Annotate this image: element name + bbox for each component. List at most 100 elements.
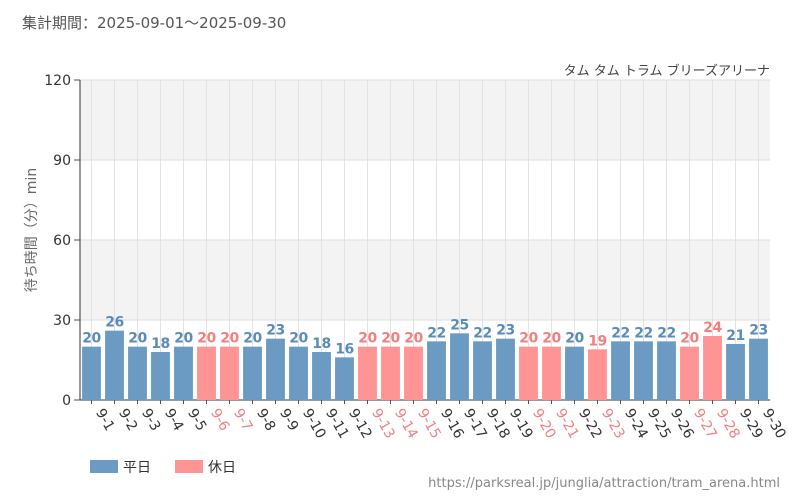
grid-band [80,80,770,160]
value-label: 20 [404,331,423,347]
value-label: 20 [220,331,239,347]
legend-label-weekday: 平日 [123,460,151,476]
value-label: 20 [381,331,400,347]
x-tick-label: 9-3 [138,406,163,434]
legend-swatch-holiday [175,460,203,473]
bar-9-11 [312,352,331,400]
x-tick-label: 9-10 [299,406,329,442]
x-tick-label: 9-21 [552,406,582,442]
x-tick-label: 9-14 [391,406,421,442]
value-label: 20 [128,331,147,347]
value-label: 22 [427,325,445,341]
footer-url: https://parksreal.jp/junglia/attraction/… [428,476,780,491]
bar-9-30 [749,338,768,400]
bar-9-4 [151,352,170,400]
bar-9-13 [358,346,377,400]
value-label: 21 [726,328,744,344]
bar-9-6 [197,346,216,400]
value-label: 23 [749,323,767,339]
x-tick-label: 9-22 [575,406,605,442]
value-label: 24 [703,320,722,336]
x-tick-label: 9-2 [115,406,140,434]
value-label: 18 [312,336,330,352]
value-label: 16 [335,341,353,357]
x-tick-label: 9-11 [322,406,352,442]
bar-9-23 [588,349,607,400]
bar-9-12 [335,357,354,400]
bar-9-15 [404,346,423,400]
value-label: 20 [82,331,101,347]
y-tick-label: 60 [53,233,71,249]
value-label: 22 [611,325,629,341]
x-tick-label: 9-9 [276,406,301,434]
value-label: 25 [450,317,468,333]
x-tick-label: 9-19 [506,406,536,442]
value-label: 20 [174,331,193,347]
value-label: 20 [243,331,262,347]
value-label: 18 [151,336,169,352]
bar-9-24 [611,341,630,400]
y-tick-label: 0 [62,393,71,409]
bar-9-16 [427,341,446,400]
value-label: 23 [496,323,514,339]
bar-9-19 [496,338,515,400]
y-tick-label: 90 [53,153,71,169]
bar-9-27 [680,346,699,400]
bar-9-5 [174,346,193,400]
x-tick-label: 9-25 [644,406,674,442]
value-label: 22 [657,325,675,341]
x-tick-label: 9-16 [437,406,467,442]
bar-9-8 [243,346,262,400]
bar-9-22 [565,346,584,400]
value-label: 20 [519,331,538,347]
chart-title: タム タム トラム ブリーズアリーナ [564,63,770,79]
x-tick-label: 9-26 [667,406,697,442]
x-tick-label: 9-12 [345,406,375,442]
value-label: 20 [542,331,561,347]
x-tick-label: 9-13 [368,406,398,442]
x-tick-label: 9-4 [161,406,186,434]
bar-9-2 [105,330,124,400]
bar-9-14 [381,346,400,400]
legend-swatch-weekday [90,460,118,473]
value-label: 19 [588,333,606,349]
value-label: 20 [565,331,584,347]
x-tick-label: 9-8 [253,406,278,434]
x-tick-label: 9-5 [184,406,209,434]
x-tick-label: 9-23 [598,406,628,442]
y-tick-label: 30 [53,313,71,329]
bar-9-20 [519,346,538,400]
x-tick-label: 9-20 [529,406,559,442]
bar-9-29 [726,344,745,400]
y-axis-label: 待ち時間（分）min [24,168,40,292]
bar-9-10 [289,346,308,400]
x-tick-label: 9-17 [460,406,490,442]
bar-9-7 [220,346,239,400]
bar-9-28 [703,336,722,400]
value-label: 20 [197,331,216,347]
bar-9-3 [128,346,147,400]
x-tick-label: 9-24 [621,406,651,442]
x-tick-label: 9-1 [92,406,117,434]
x-tick-label: 9-28 [713,406,743,442]
bar-9-21 [542,346,561,400]
value-label: 26 [105,315,123,331]
bar-9-18 [473,341,492,400]
x-tick-label: 9-30 [759,406,789,442]
value-label: 22 [634,325,652,341]
x-tick-label: 9-15 [414,406,444,442]
value-label: 23 [266,323,284,339]
value-label: 20 [680,331,699,347]
x-tick-label: 9-7 [230,406,255,434]
y-tick-label: 120 [44,73,71,89]
bar-9-26 [657,341,676,400]
period-label: 集計期間：2025-09-01～2025-09-30 [22,14,286,32]
grid-band [80,240,770,320]
x-tick-label: 9-18 [483,406,513,442]
value-label: 20 [289,331,308,347]
legend-label-holiday: 休日 [208,460,236,476]
bar-9-17 [450,333,469,400]
x-tick-label: 9-29 [736,406,766,442]
x-tick-label: 9-6 [207,406,232,434]
